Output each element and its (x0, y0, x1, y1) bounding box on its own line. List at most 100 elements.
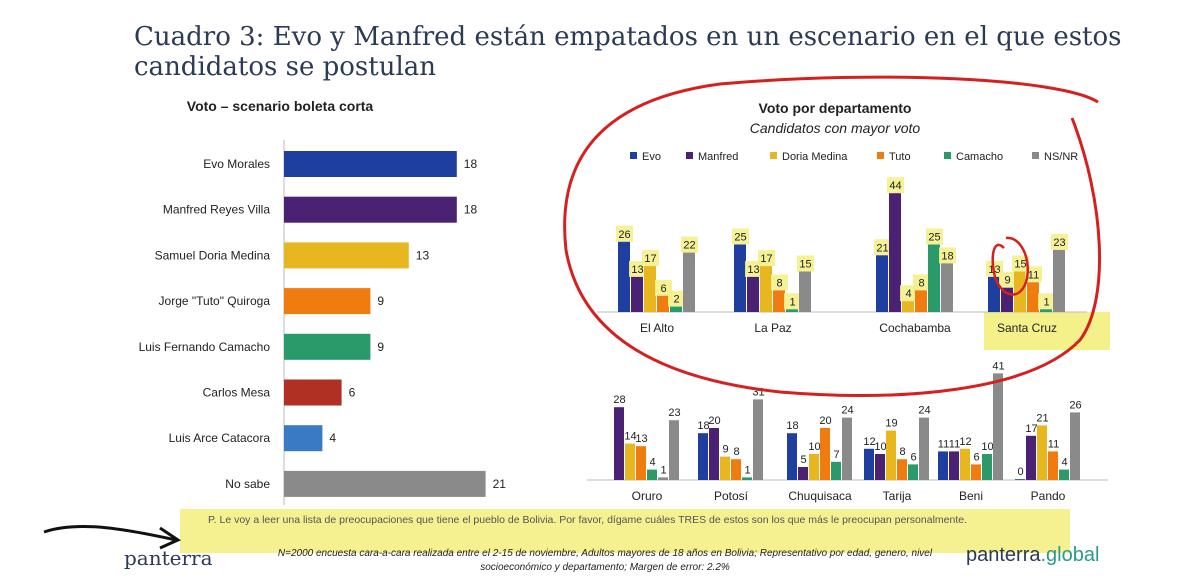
bar (842, 417, 852, 480)
hand-drawn-circle (563, 75, 1102, 397)
bar (284, 425, 323, 452)
legend-swatch (944, 152, 951, 159)
value-highlight (771, 274, 788, 291)
value-highlight (926, 228, 943, 245)
data-label: 15 (1014, 259, 1026, 271)
department-label: Tarija (883, 489, 912, 503)
bar (284, 196, 457, 223)
value-highlight (874, 239, 891, 256)
data-label: 4 (329, 431, 336, 445)
data-label: 17 (760, 253, 772, 265)
bar (902, 301, 914, 312)
bar (618, 241, 630, 312)
data-label: 8 (918, 277, 924, 289)
data-label: 23 (1053, 237, 1065, 249)
value-highlight (616, 225, 633, 242)
bar (734, 244, 746, 312)
value-highlight (642, 250, 659, 267)
bar (669, 420, 679, 480)
bar (941, 263, 953, 312)
data-label: 9 (1004, 275, 1010, 287)
value-highlight (629, 260, 646, 277)
data-label: 8 (776, 277, 782, 289)
department-label: Oruro (632, 489, 663, 503)
small-hand-drawn-circle (991, 236, 1029, 296)
data-label: 0 (1017, 466, 1023, 478)
data-label: 20 (708, 415, 720, 427)
bar (1037, 425, 1047, 480)
department-label: La Paz (754, 321, 791, 335)
data-label: 1 (744, 464, 750, 476)
bar (720, 456, 730, 480)
bar (657, 295, 669, 312)
bar (1027, 282, 1039, 312)
value-highlight (939, 247, 956, 264)
data-label: 11 (1028, 269, 1039, 281)
label-highlight (984, 312, 1110, 350)
data-label: 4 (905, 288, 911, 300)
data-label: 18 (941, 250, 953, 262)
legend-label: NS/NR (1044, 151, 1078, 163)
data-label: 44 (889, 180, 901, 192)
bar (747, 276, 759, 312)
brand-domain: .global (1040, 544, 1100, 566)
data-label: 4 (1061, 457, 1067, 469)
data-label: 18 (697, 420, 709, 432)
hand-drawn-arrow (43, 525, 182, 550)
bar (614, 407, 624, 480)
data-label: 2 (673, 294, 679, 306)
bar (644, 266, 656, 312)
bar (773, 290, 785, 312)
data-label: 21 (1036, 412, 1048, 424)
data-label: 18 (464, 157, 478, 171)
bar (683, 252, 695, 312)
value-highlight (655, 279, 672, 296)
bar (1048, 451, 1058, 480)
bar (1059, 469, 1069, 480)
value-highlight (913, 274, 930, 291)
bar (284, 379, 342, 406)
data-label: 41 (992, 360, 1004, 372)
bar (889, 193, 901, 312)
data-label: 7 (833, 449, 839, 461)
data-label: 13 (635, 433, 647, 445)
bar (625, 443, 635, 480)
data-label: 17 (1025, 423, 1037, 435)
bar (760, 266, 772, 312)
category-label: Luis Fernando Camacho (139, 340, 271, 354)
data-label: 6 (349, 386, 356, 400)
bar (799, 271, 811, 312)
bar (988, 276, 1000, 312)
data-label: 13 (747, 264, 759, 276)
data-label: 9 (377, 340, 384, 354)
legend-label: Tuto (889, 151, 911, 163)
value-highlight (745, 260, 762, 277)
data-label: 13 (631, 264, 643, 276)
bar (709, 428, 719, 480)
department-label: El Alto (640, 321, 674, 335)
bar (658, 477, 668, 480)
data-label: 6 (660, 283, 666, 295)
bar (731, 459, 741, 480)
bar (698, 433, 708, 480)
bar (820, 428, 830, 480)
bar (284, 151, 457, 177)
bar (1070, 412, 1080, 480)
methodology-footnote: N=2000 encuesta cara-a-cara realizada en… (277, 548, 933, 573)
bar (993, 373, 1003, 480)
bar (647, 469, 657, 480)
department-label: Santa Cruz (997, 321, 1057, 335)
category-label: Manfred Reyes Villa (163, 203, 270, 217)
data-label: 6 (910, 451, 916, 463)
data-label: 15 (799, 259, 811, 271)
bar (1053, 249, 1065, 312)
value-highlight (1025, 266, 1042, 283)
value-highlight (900, 285, 917, 302)
bar (875, 454, 885, 480)
brand-logo-right: panterra.global (966, 544, 1099, 567)
data-label: 11 (1048, 438, 1059, 450)
legend-swatch (1032, 152, 1039, 159)
bar (938, 451, 948, 480)
data-label: 21 (876, 242, 888, 254)
data-label: 25 (734, 232, 746, 244)
